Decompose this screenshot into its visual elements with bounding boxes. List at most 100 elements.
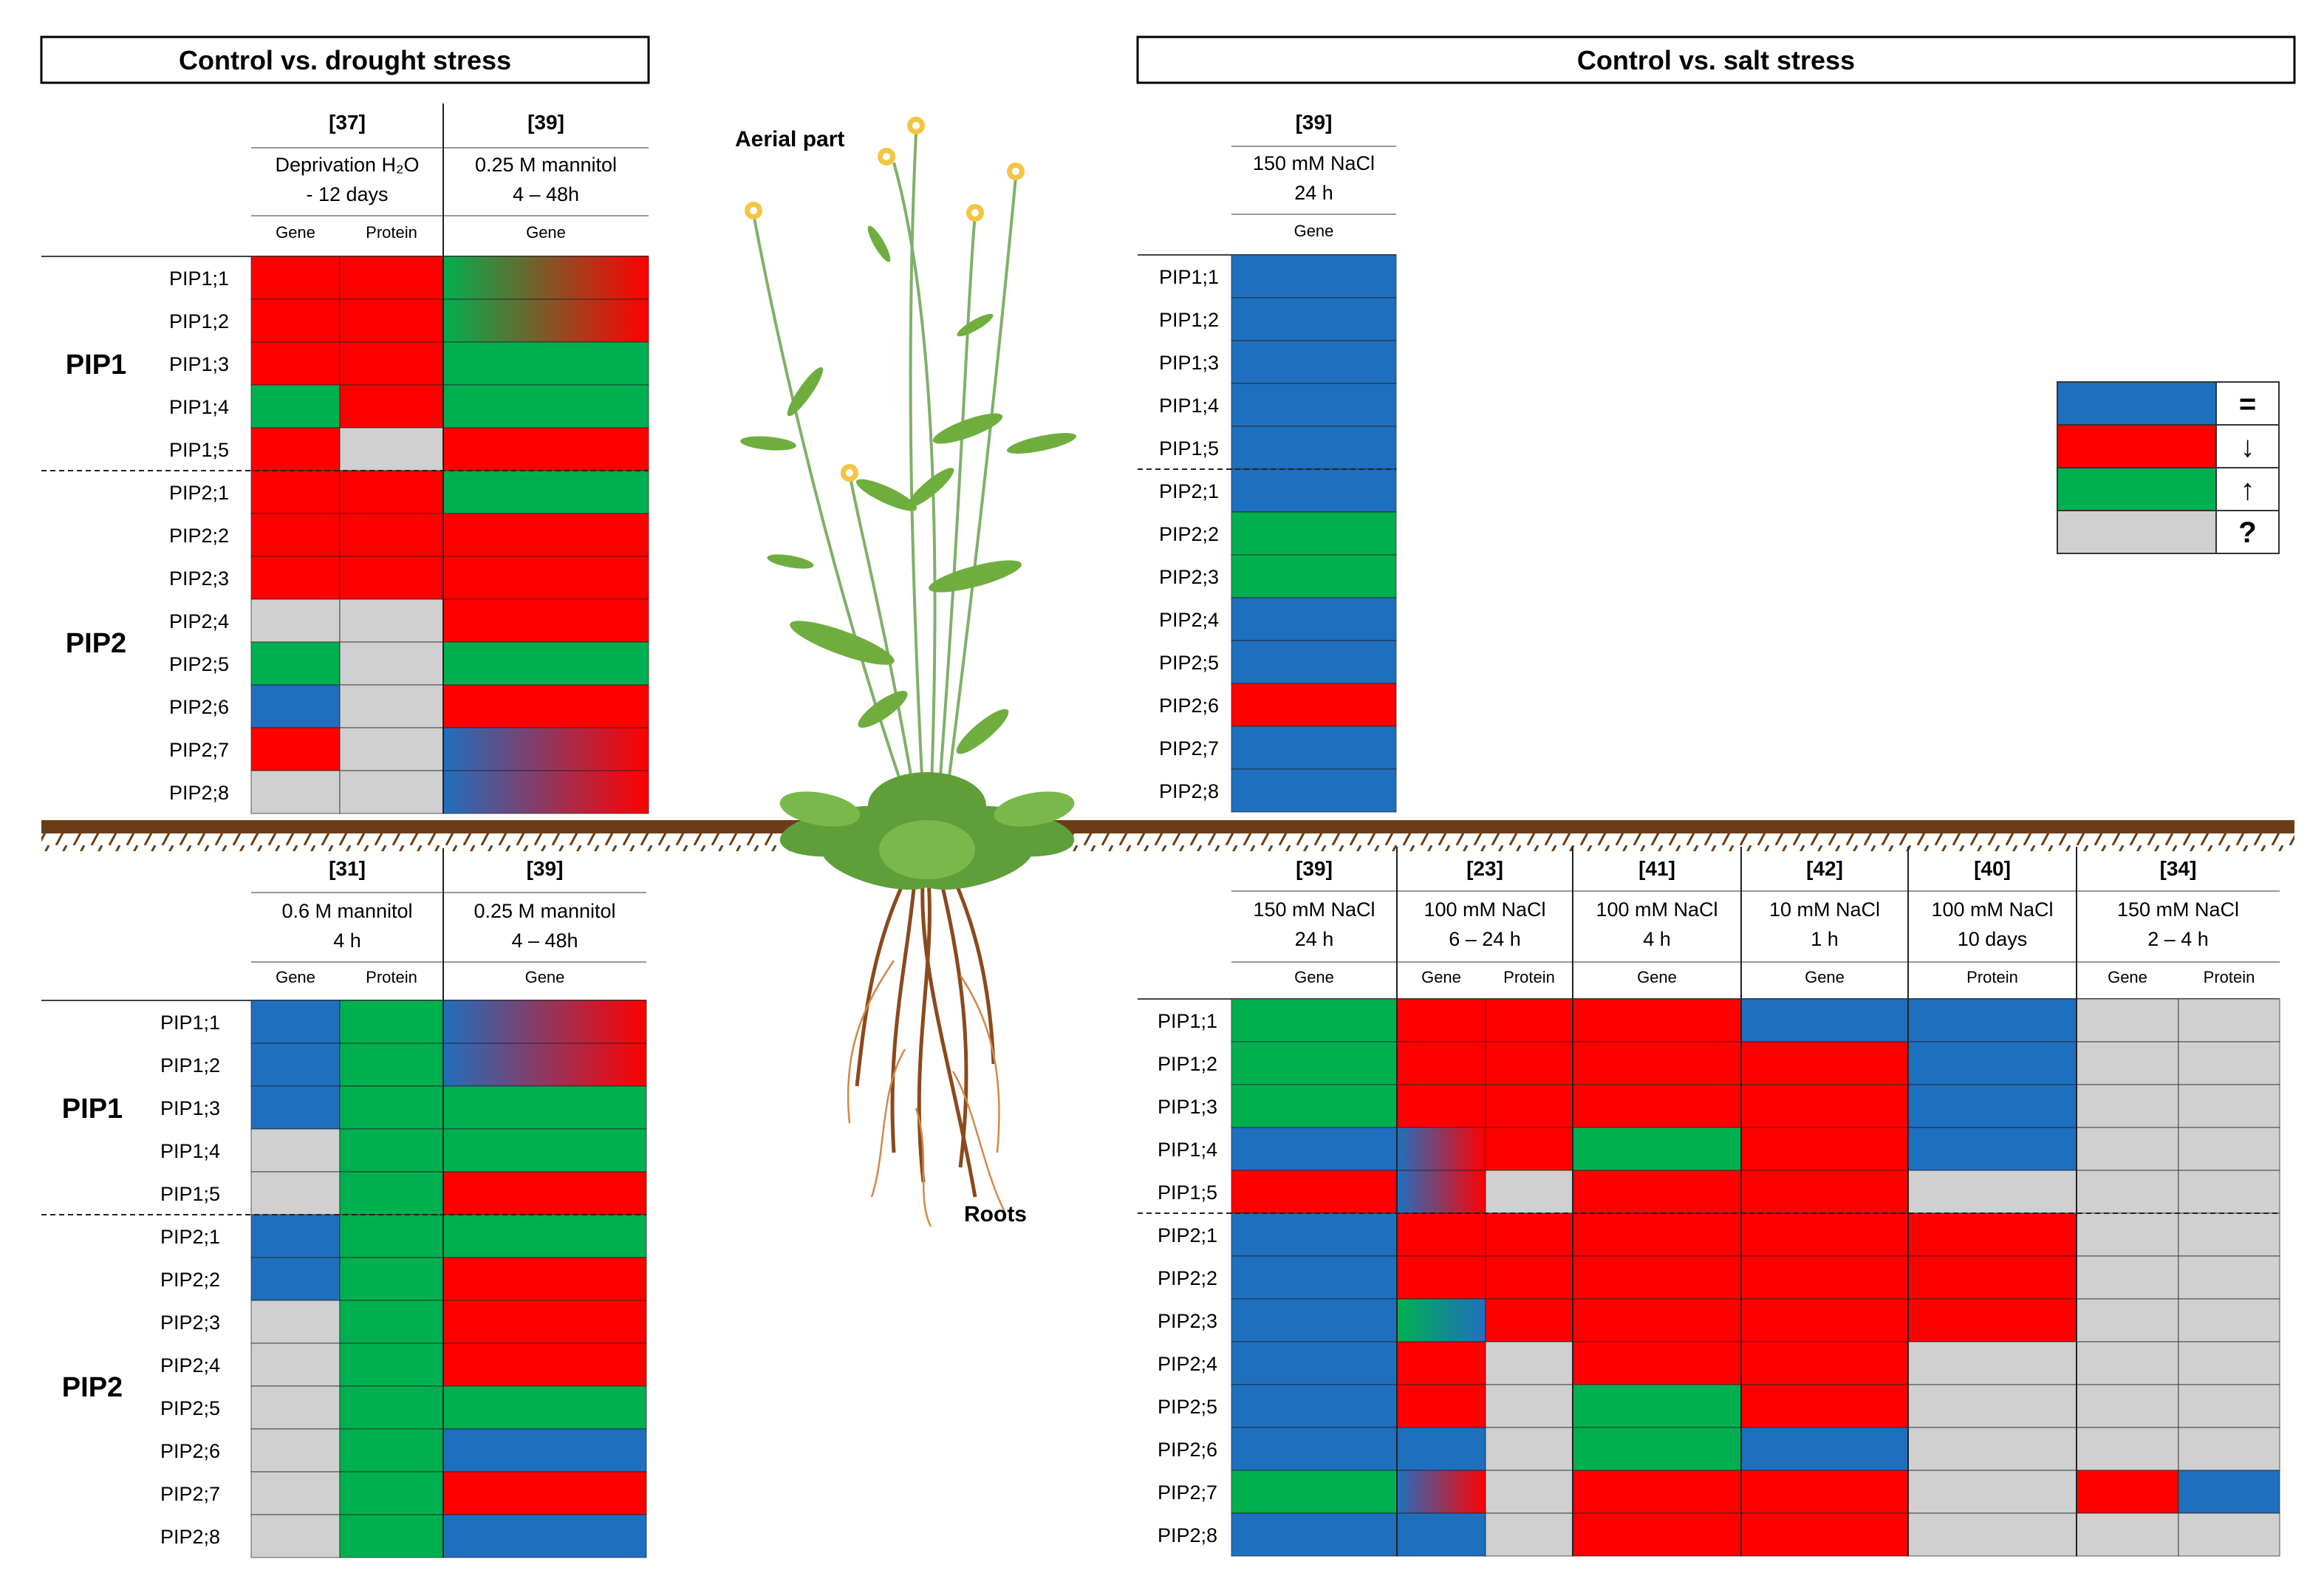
column-label-gene: Gene xyxy=(1805,968,1845,986)
row-label-pip1-2: PIP1;2 xyxy=(160,1054,220,1077)
row-label-pip1-5: PIP1;5 xyxy=(169,439,229,461)
cell-pip2-2 xyxy=(250,1257,341,1301)
cell-pip2-8 xyxy=(1231,1512,1398,1557)
cell-pip2-5 xyxy=(339,641,444,686)
cell-pip1-3 xyxy=(1396,1084,1486,1128)
row-label-pip1-1: PIP1;1 xyxy=(1159,266,1219,288)
cell-pip1-3 xyxy=(442,1085,647,1130)
cell-pip2-7 xyxy=(1740,1470,1909,1514)
cell-pip2-5 xyxy=(250,641,341,686)
cell-pip2-8 xyxy=(1740,1512,1909,1557)
cell-pip1-1 xyxy=(339,256,444,300)
cell-pip1-2 xyxy=(2178,1041,2280,1085)
cell-pip2-8 xyxy=(1572,1512,1742,1557)
column-label-protein: Protein xyxy=(366,968,417,986)
cell-pip2-1 xyxy=(1740,1212,1909,1257)
cell-pip2-4 xyxy=(1740,1341,1909,1385)
cell-pip2-3 xyxy=(1907,1298,2077,1343)
cell-pip1-3 xyxy=(339,341,444,386)
row-label-pip2-6: PIP2;6 xyxy=(169,696,229,718)
study-condition-line: 10 mM NaCl xyxy=(1769,898,1880,921)
row-label-pip1-5: PIP1;5 xyxy=(1159,437,1219,460)
row-label-pip1-5: PIP1;5 xyxy=(160,1183,220,1205)
study-ref-label: [39] xyxy=(1296,111,1333,134)
column-label-gene: Gene xyxy=(1637,968,1677,986)
roots-drawing xyxy=(855,864,996,1198)
row-label-pip2-8: PIP2;8 xyxy=(1159,780,1219,802)
cell-pip2-6 xyxy=(250,684,341,729)
cell-pip1-4 xyxy=(2178,1127,2280,1171)
aerial-part-label: Aerial part xyxy=(735,127,844,151)
cell-pip2-1 xyxy=(1231,1212,1398,1257)
cell-pip2-7 xyxy=(1907,1470,2077,1514)
cell-pip2-4 xyxy=(2178,1341,2280,1385)
cell-pip2-6 xyxy=(1907,1427,2077,1471)
cell-pip1-2 xyxy=(1231,297,1397,341)
legend-symbol: = xyxy=(2239,388,2256,420)
cell-pip2-2 xyxy=(1572,1255,1742,1300)
cell-pip2-5 xyxy=(1572,1384,1742,1428)
study-31: [31] 0.6 M mannitol 4 h Gene Protein xyxy=(250,857,444,1558)
study-condition-line: Deprivation H₂O xyxy=(275,154,419,176)
cell-pip1-1 xyxy=(1231,254,1397,299)
cell-pip2-4 xyxy=(1231,597,1397,641)
cell-pip2-1 xyxy=(1485,1212,1573,1257)
cell-pip2-6 xyxy=(1485,1427,1573,1471)
flowers-drawing xyxy=(745,117,1025,482)
cell-pip2-8 xyxy=(2178,1512,2280,1557)
cell-pip1-5 xyxy=(1231,426,1397,470)
panel-drought-roots: [31] 0.6 M mannitol 4 h Gene Protein [39] 0.25… xyxy=(41,848,647,1558)
cell-pip1-4 xyxy=(1907,1127,2077,1171)
study-ref-label: [37] xyxy=(329,111,366,134)
study-condition-line: 1 h xyxy=(1811,928,1839,950)
cell-pip2-3 xyxy=(339,1300,444,1344)
cell-pip1-5 xyxy=(442,1171,647,1215)
cell-pip1-3 xyxy=(1907,1084,2077,1128)
study-23: [23] 100 mM NaCl 6 – 24 h Gene Protein xyxy=(1396,857,1573,1557)
header-salt: Control vs. salt stress xyxy=(1136,35,2296,84)
cell-pip2-7 xyxy=(339,1471,444,1515)
cell-pip2-3 xyxy=(250,1300,341,1344)
cell-pip2-5 xyxy=(339,1385,444,1430)
study-39: [39] 150 mM NaCl 24 h Gene xyxy=(1231,857,1398,1557)
cell-pip2-6 xyxy=(1396,1427,1486,1471)
cell-pip1-1 xyxy=(1485,998,1573,1043)
cell-pip1-4 xyxy=(442,1128,647,1173)
column-label-gene: Gene xyxy=(276,968,315,986)
cell-pip1-1 xyxy=(1572,998,1742,1043)
row-label-pip2-3: PIP2;3 xyxy=(1158,1310,1217,1332)
legend-item-gray: ? xyxy=(2057,510,2280,554)
cell-pip1-4 xyxy=(1740,1127,1909,1171)
cell-pip2-3 xyxy=(442,1300,647,1344)
cell-pip2-7 xyxy=(2178,1470,2280,1514)
cell-pip1-5 xyxy=(250,427,341,471)
row-label-pip2-5: PIP2;5 xyxy=(160,1397,220,1419)
row-label-pip1-2: PIP1;2 xyxy=(1158,1053,1217,1075)
row-label-pip2-5: PIP2;5 xyxy=(1159,652,1219,674)
study-ref-label: [40] xyxy=(1974,857,2011,880)
cell-pip2-5 xyxy=(250,1385,341,1430)
cell-pip1-3 xyxy=(442,341,649,386)
cell-pip2-3 xyxy=(1231,554,1397,598)
legend-item-blue: = xyxy=(2057,381,2280,426)
study-condition-line: 24 h xyxy=(1295,928,1334,950)
row-label-pip2-1: PIP2;1 xyxy=(1159,480,1219,502)
cell-pip2-6 xyxy=(1740,1427,1909,1471)
cell-pip2-1 xyxy=(1231,468,1397,513)
cell-pip1-1 xyxy=(250,1000,341,1044)
row-label-pip2-3: PIP2;3 xyxy=(169,567,229,590)
cell-pip1-4 xyxy=(1396,1127,1486,1171)
study-condition-line: 150 mM NaCl xyxy=(1253,152,1375,174)
row-label-pip1-2: PIP1;2 xyxy=(1159,309,1219,331)
cell-pip2-2 xyxy=(1396,1255,1486,1300)
cell-pip1-2 xyxy=(339,1043,444,1087)
column-label-gene: Gene xyxy=(1294,222,1334,240)
cell-pip1-5 xyxy=(1572,1170,1742,1214)
cell-pip1-4 xyxy=(2076,1127,2179,1171)
cell-pip2-2 xyxy=(250,513,341,557)
cell-pip1-2 xyxy=(1907,1041,2077,1085)
study-condition-line: 150 mM NaCl xyxy=(1253,898,1375,921)
row-label-pip2-4: PIP2;4 xyxy=(1158,1353,1217,1375)
